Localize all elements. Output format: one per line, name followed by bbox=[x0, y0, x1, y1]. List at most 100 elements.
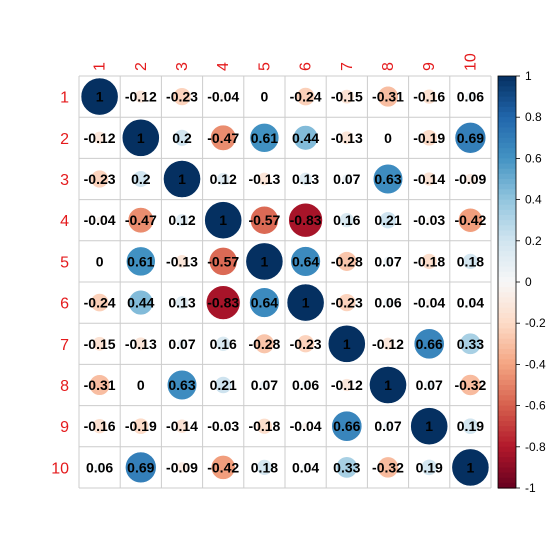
correlation-value-label: 0.16 bbox=[333, 212, 360, 228]
correlation-circle-r4-c2 bbox=[127, 207, 154, 234]
correlation-circle-r1-c9 bbox=[421, 88, 437, 105]
correlation-circle-r9-c5 bbox=[256, 418, 273, 435]
correlation-circle-r10-c7 bbox=[335, 456, 358, 479]
colorbar-segment bbox=[498, 323, 516, 329]
correlation-circle-r9-c6 bbox=[301, 422, 310, 431]
correlation-value-label: -0.15 bbox=[84, 336, 116, 352]
colorbar-tick-label: 0.8 bbox=[525, 110, 542, 124]
correlation-value-label: 0.18 bbox=[457, 253, 484, 269]
column-label: 6 bbox=[298, 62, 315, 71]
colorbar-segment bbox=[498, 91, 516, 98]
colorbar-segment bbox=[498, 127, 516, 134]
colorbar-segment bbox=[498, 421, 516, 427]
correlation-circle-r6-c6 bbox=[286, 283, 325, 322]
column-label: 10 bbox=[462, 53, 479, 71]
colorbar-segment bbox=[498, 359, 516, 365]
correlation-value-label: 0.07 bbox=[374, 253, 401, 269]
correlation-circle-r10-c2 bbox=[125, 451, 157, 484]
correlation-value-label: 1 bbox=[384, 377, 392, 393]
correlation-circle-r4-c1 bbox=[95, 216, 104, 225]
colorbar-segment bbox=[498, 235, 516, 242]
correlation-value-label: -0.15 bbox=[331, 89, 363, 105]
colorbar-segment bbox=[498, 204, 516, 211]
correlation-value-label: 1 bbox=[96, 89, 104, 105]
correlation-circle-r4-c7 bbox=[339, 212, 355, 228]
correlation-circle-r3-c6 bbox=[298, 171, 313, 187]
correlation-circle-r1-c7 bbox=[339, 89, 355, 105]
colorbar-segment bbox=[498, 215, 516, 221]
colorbar-segment bbox=[498, 86, 516, 93]
correlation-circle-r10-c4 bbox=[210, 455, 236, 480]
colorbar-segment bbox=[498, 101, 516, 108]
correlation-value-label: 0.19 bbox=[416, 459, 443, 475]
colorbar-segment bbox=[498, 446, 516, 453]
correlation-value-label: -0.04 bbox=[413, 295, 445, 311]
correlation-circle-r2-c9 bbox=[420, 129, 438, 147]
column-label: 1 bbox=[92, 62, 109, 71]
correlation-value-label: -0.57 bbox=[248, 212, 280, 228]
colorbar-segment bbox=[498, 173, 516, 180]
correlation-value-label: -0.03 bbox=[207, 418, 239, 434]
correlation-circle-r2-c6 bbox=[292, 125, 319, 151]
correlation-value-label: -0.23 bbox=[331, 295, 363, 311]
colorbar-tick-label: 1 bbox=[525, 69, 532, 83]
column-label: 8 bbox=[380, 62, 397, 71]
correlation-circle-r2-c2 bbox=[121, 118, 160, 157]
colorbar-segment bbox=[498, 209, 516, 216]
correlation-value-label: -0.12 bbox=[331, 377, 363, 393]
correlation-value-label: -0.83 bbox=[290, 212, 322, 228]
correlation-circle-r9-c7 bbox=[331, 410, 363, 442]
correlation-circle-r6-c2 bbox=[128, 289, 154, 316]
correlation-value-label: -0.23 bbox=[84, 171, 116, 187]
heatmap-grid bbox=[78, 75, 492, 489]
colorbar-segment bbox=[498, 276, 516, 283]
correlation-circle-r4-c9 bbox=[425, 216, 433, 224]
correlation-circle-r5-c8 bbox=[382, 256, 394, 267]
colorbar-segment bbox=[498, 426, 516, 432]
correlation-value-label: 0.21 bbox=[210, 377, 237, 393]
colorbar-segment bbox=[498, 338, 516, 345]
colorbar-segment bbox=[498, 199, 516, 206]
correlation-value-label: -0.04 bbox=[290, 418, 322, 434]
colorbar-segment bbox=[498, 328, 516, 335]
row-label: 8 bbox=[60, 378, 69, 395]
colorbar-segment bbox=[498, 261, 516, 268]
correlation-value-label: -0.13 bbox=[125, 336, 157, 352]
correlation-value-label: -0.31 bbox=[372, 89, 404, 105]
correlation-value-label: 0.61 bbox=[251, 130, 278, 146]
colorbar-segment bbox=[498, 142, 516, 149]
column-label: 2 bbox=[133, 62, 150, 71]
correlation-circle-r4-c10 bbox=[458, 207, 483, 233]
colorbar-segment bbox=[498, 390, 516, 396]
correlation-circle-r2-c3 bbox=[173, 129, 191, 147]
colorbar-segment bbox=[498, 112, 516, 118]
colorbar-segment bbox=[498, 477, 516, 484]
correlation-circle-r9-c8 bbox=[382, 420, 394, 432]
correlation-value-label: 0.07 bbox=[374, 418, 401, 434]
correlation-value-label: -0.16 bbox=[84, 418, 116, 434]
correlation-value-label: 0.06 bbox=[292, 377, 319, 393]
row-label: 9 bbox=[60, 419, 69, 436]
correlation-circle-r3-c5 bbox=[257, 171, 272, 187]
colorbar-tick-label: -1 bbox=[525, 481, 536, 495]
colorbar-segment bbox=[498, 148, 516, 154]
column-label: 4 bbox=[215, 62, 232, 71]
correlation-value-label: 0.12 bbox=[210, 171, 237, 187]
correlation-circle-r5-c10 bbox=[462, 253, 479, 270]
correlation-value-label: -0.04 bbox=[207, 89, 239, 105]
correlation-circle-r10-c1 bbox=[94, 462, 105, 473]
colorbar-segment bbox=[498, 374, 516, 381]
correlation-circle-r6-c3 bbox=[174, 295, 190, 310]
colorbar-segment bbox=[498, 451, 516, 458]
correlation-value-label: 0.13 bbox=[292, 171, 319, 187]
colorbar-segment bbox=[498, 266, 516, 273]
correlation-value-label: 0.16 bbox=[210, 336, 237, 352]
correlation-circle-r8-c4 bbox=[214, 376, 233, 394]
correlation-value-label: 0.44 bbox=[127, 295, 154, 311]
row-label: 2 bbox=[60, 131, 69, 148]
correlation-value-label: -0.32 bbox=[454, 377, 486, 393]
correlation-value-label: 0.06 bbox=[374, 295, 401, 311]
colorbar-segment bbox=[498, 405, 516, 412]
correlation-circle-r7-c3 bbox=[176, 338, 188, 350]
correlation-circles bbox=[80, 77, 490, 487]
